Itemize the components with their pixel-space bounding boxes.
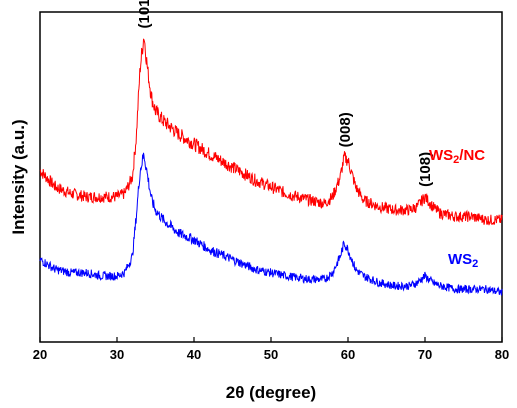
series-layer bbox=[39, 38, 503, 296]
series-label-ws2-nc: WS2/NC bbox=[429, 147, 485, 166]
x-tick-label: 60 bbox=[341, 347, 355, 362]
x-tick-label: 70 bbox=[418, 347, 432, 362]
series-line-ws2-nc bbox=[39, 38, 503, 226]
y-axis-title: Intensity (a.u.) bbox=[9, 119, 28, 234]
x-tick-label: 40 bbox=[187, 347, 201, 362]
series-labels: WS2/NC WS2 bbox=[429, 147, 485, 270]
x-tick-label: 50 bbox=[264, 347, 278, 362]
x-tick-label: 80 bbox=[495, 347, 509, 362]
x-axis: 20 30 40 50 60 70 80 bbox=[33, 337, 509, 362]
series-label-ws2: WS2 bbox=[448, 251, 478, 270]
peak-label: (101) bbox=[136, 0, 153, 29]
peak-label: (008) bbox=[337, 112, 354, 147]
peak-label: (108) bbox=[417, 152, 434, 187]
x-axis-title: 2θ (degree) bbox=[226, 383, 316, 402]
x-tick-label: 30 bbox=[110, 347, 124, 362]
series-line-ws2 bbox=[39, 152, 503, 296]
x-tick-label: 20 bbox=[33, 347, 47, 362]
peak-annotations: (101) (008) (108) bbox=[136, 0, 434, 187]
